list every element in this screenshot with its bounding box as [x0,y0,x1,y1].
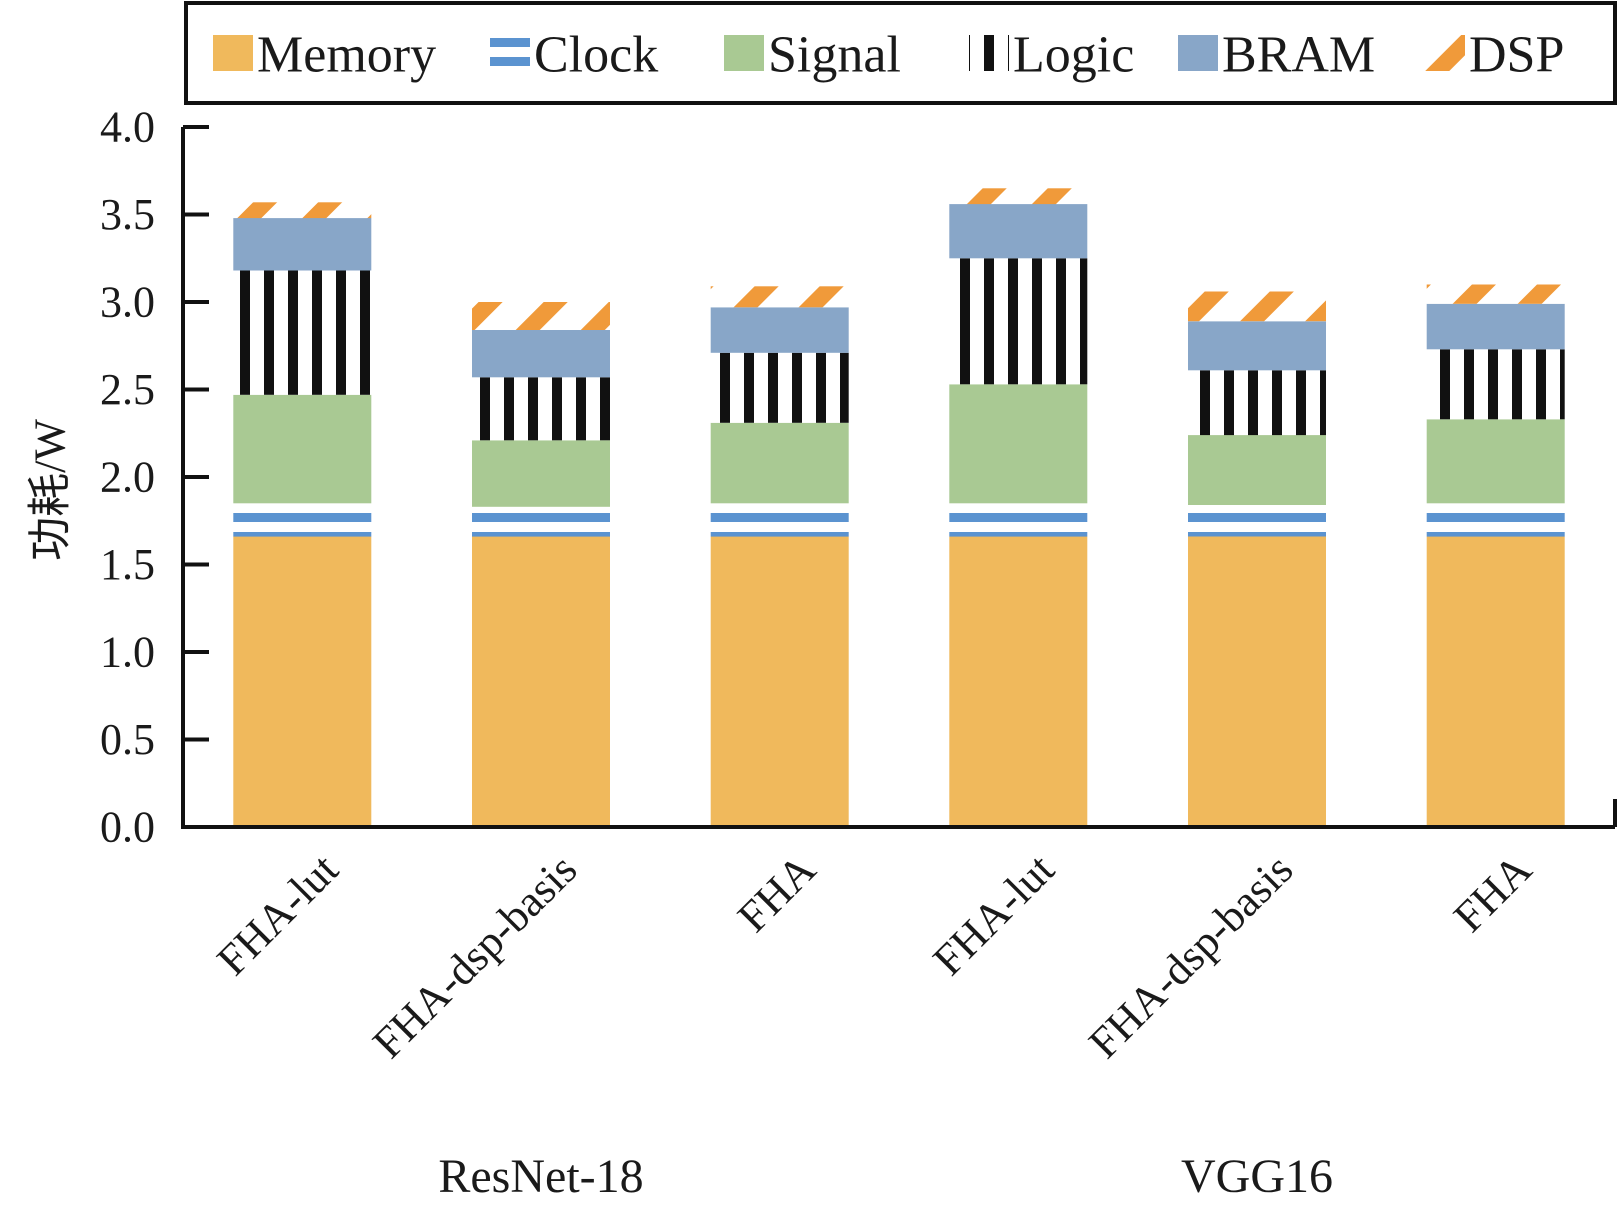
bar-segment-clock-3 [710,503,849,537]
legend-label-dsp: DSP [1469,27,1564,84]
x-group-label: ResNet-18 [438,1150,643,1203]
bar-segment-bram-5 [1188,321,1326,371]
legend-swatch-logic [969,35,1009,71]
legend-swatch-signal [724,35,764,71]
y-ticks-layer: 0.0 0.5 1.0 1.5 2.0 2.5 3.0 3.5 4.0 [100,103,209,852]
legend-swatch-clock [490,35,530,71]
bar-segment-bram-2 [472,330,610,378]
bar-segment-memory-2 [472,536,610,827]
bar-segment-memory-6 [1426,536,1565,827]
y-tick-label: 2.5 [100,365,155,414]
bar-segment-logic-2 [472,377,610,441]
bar-segment-memory-5 [1188,536,1326,827]
bar-segment-clock-2 [472,506,610,537]
bar-segment-signal-4 [949,384,1088,504]
x-category-label: FHA-dsp-basis [1079,845,1302,1068]
bar-segment-dsp-1 [233,202,372,219]
bar-segment-dsp-5 [1188,291,1326,322]
bar-segment-bram-3 [710,307,849,353]
legend-swatch-memory [213,35,253,71]
legend-label-signal: Signal [768,27,901,84]
bar-segment-signal-6 [1426,419,1565,504]
bar-segment-logic-1 [233,270,372,395]
x-category-label: FHA-lut [208,845,348,985]
x-labels-layer: FHA-lut FHA-dsp-basis FHA FHA-lut FHA-dsp-ba… [208,845,1542,1068]
bar-segment-logic-5 [1188,370,1326,436]
bars-layer [233,188,1565,827]
y-tick-label: 4.0 [100,103,155,152]
group-labels-layer: ResNet-18 VGG16 [438,1150,1333,1203]
x-category-label: FHA-lut [924,845,1064,985]
bar-segment-bram-4 [949,204,1088,259]
bar-segment-dsp-3 [710,286,849,308]
bar-segment-logic-4 [949,258,1088,385]
bar-segment-bram-6 [1426,303,1565,350]
bar-segment-logic-6 [1426,349,1565,420]
y-tick-label: 1.0 [100,628,155,677]
bar-segment-clock-4 [949,503,1088,537]
bar-segment-dsp-2 [472,302,610,330]
y-tick-label: 0.0 [100,803,155,852]
y-tick-label: 3.0 [100,278,155,327]
bar-segment-memory-1 [233,536,372,827]
bar-segment-dsp-6 [1426,284,1565,304]
legend-label-bram: BRAM [1222,27,1375,84]
legend-label-logic: Logic [1013,27,1134,84]
bar-segment-bram-1 [233,218,372,271]
bar-segment-memory-4 [949,536,1088,827]
x-category-label: FHA [1444,845,1541,942]
x-category-label: FHA-dsp-basis [363,845,586,1068]
legend: Memory Clock Signal Logic BRAM DSP [184,1,1617,105]
legend-swatch-bram [1178,35,1218,71]
y-tick-label: 3.5 [100,190,155,239]
legend-swatch-dsp [1425,35,1465,71]
y-tick-label: 2.0 [100,453,155,502]
y-tick-label: 1.5 [100,540,155,589]
bar-segment-logic-3 [710,352,849,423]
bar-segment-signal-1 [233,394,372,504]
axes-layer [181,127,1617,829]
x-category-label: FHA [728,845,825,942]
x-group-label: VGG16 [1181,1150,1333,1203]
bar-segment-dsp-4 [949,188,1088,205]
bar-segment-memory-3 [710,536,849,827]
y-axis-title: 功耗/W [26,419,75,561]
bar-segment-signal-5 [1188,435,1326,505]
bar-segment-clock-5 [1188,505,1326,537]
legend-label-clock: Clock [534,27,658,84]
legend-frame [184,1,1617,105]
bar-segment-clock-1 [233,503,372,537]
bar-segment-clock-6 [1426,503,1565,537]
bar-segment-signal-3 [710,422,849,504]
bar-segment-signal-2 [472,440,610,507]
legend-label-memory: Memory [257,27,436,84]
y-tick-label: 0.5 [100,715,155,764]
